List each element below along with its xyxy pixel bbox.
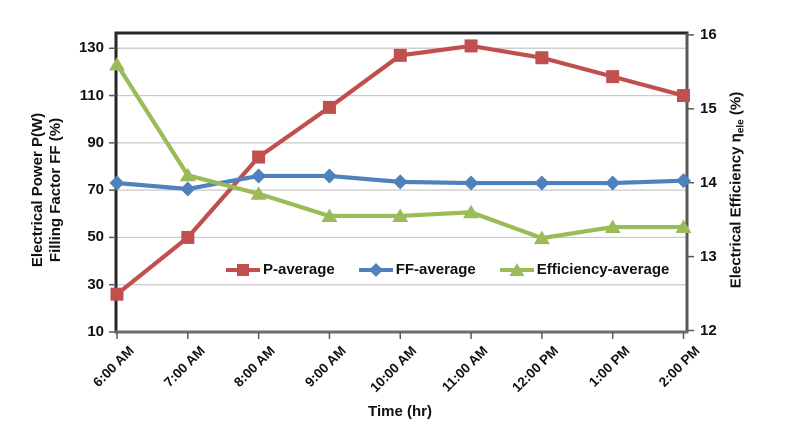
data-point-FF-average [392, 174, 408, 190]
data-point-FF-average [180, 181, 196, 197]
data-point-P-average [606, 70, 620, 84]
y-right-tick-label: 16 [700, 25, 717, 43]
y-left-tick-label: 50 [87, 228, 104, 246]
legend-label: P-average [263, 261, 335, 278]
data-point-Efficiency-average [179, 167, 196, 182]
data-point-Efficiency-average [463, 204, 480, 219]
legend-item-P-average: P-average [226, 261, 335, 279]
y-left-tick-label: 70 [87, 181, 104, 199]
data-point-P-average [677, 89, 690, 103]
right-axis-title: Electrical Efficiency ηele (%) [728, 92, 751, 288]
y-right-tick-label: 15 [700, 99, 717, 117]
legend: P-average FF-average Efficiency-average [226, 261, 669, 279]
data-point-Efficiency-average [109, 56, 125, 71]
legend-label: FF-average [395, 261, 476, 278]
data-point-P-average [535, 51, 549, 65]
x-axis-title: Time (hr) [368, 403, 432, 420]
data-point-FF-average [534, 175, 550, 191]
data-point-P-average [464, 39, 478, 53]
data-point-Efficiency-average [675, 219, 692, 234]
legend-item-Efficiency-average: Efficiency-average [499, 261, 670, 279]
y-left-tick-label: 10 [87, 323, 104, 340]
y-left-tick-label: 110 [79, 86, 104, 104]
y-left-tick-label: 130 [78, 39, 104, 57]
series-line-P-average [114, 43, 686, 297]
right-axis-title-subscript: ele [735, 119, 747, 134]
data-point-P-average [322, 100, 336, 114]
data-point-Efficiency-average [533, 230, 550, 245]
data-point-Efficiency-average [321, 208, 338, 222]
y-right-tick-label: 13 [700, 247, 717, 265]
data-point-Efficiency-average [250, 186, 267, 200]
data-point-P-average [181, 230, 195, 244]
legend-label: Efficiency-average [536, 261, 670, 278]
legend-square-icon [226, 264, 260, 276]
legend-item-FF-average: FF-average [358, 261, 476, 279]
y-right-tick-label: 12 [700, 321, 717, 339]
data-point-FF-average [109, 175, 125, 191]
data-point-P-average [393, 48, 407, 62]
data-point-Efficiency-average [604, 219, 621, 234]
left-axis-title-line2: Filling Factor FF (%) [47, 117, 64, 263]
left-axis-title: Electrical Power P(W) Filling Factor FF … [29, 113, 65, 267]
legend-diamond-icon [358, 263, 393, 277]
left-axis-title-line1: Electrical Power P(W) [29, 112, 46, 268]
data-point-P-average [252, 150, 266, 164]
data-point-FF-average [463, 175, 479, 191]
data-point-FF-average [251, 168, 267, 184]
data-point-P-average [110, 287, 124, 301]
data-point-Efficiency-average [392, 208, 409, 222]
y-left-tick-label: 30 [87, 275, 104, 293]
data-point-FF-average [605, 175, 621, 191]
y-left-tick-label: 90 [87, 133, 104, 151]
legend-triangle-icon [499, 263, 534, 276]
data-point-FF-average [676, 173, 691, 189]
right-axis-title-unit: (%) [727, 91, 745, 120]
y-right-tick-label: 14 [700, 173, 717, 191]
right-axis-title-main: Electrical Efficiency η [727, 133, 745, 289]
data-point-FF-average [321, 168, 337, 184]
